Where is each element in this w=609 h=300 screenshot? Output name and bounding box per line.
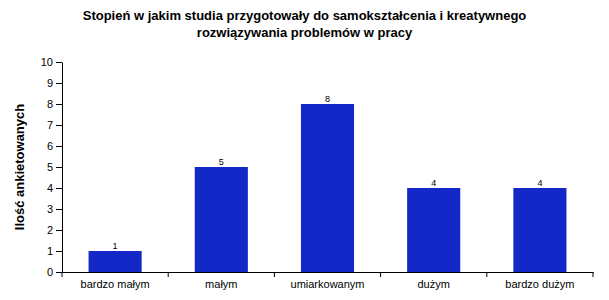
y-tick: 0	[47, 266, 62, 278]
y-tick: 9	[47, 77, 62, 89]
data-label: 4	[431, 178, 436, 188]
x-tick: bardzo dużym	[505, 272, 574, 290]
y-tick-label: 7	[47, 119, 53, 131]
category-separator	[168, 272, 169, 277]
y-tick-mark	[56, 62, 62, 63]
y-tick: 2	[47, 224, 62, 236]
y-tick: 10	[41, 56, 62, 68]
title-line: rozwiązywania problemów w pracy	[197, 25, 413, 40]
y-tick-label: 1	[47, 245, 53, 257]
y-axis-title: Ilość ankietowanych	[12, 104, 27, 230]
bar	[195, 167, 248, 272]
title: Stopień w jakim studia przygotowały do s…	[83, 8, 527, 40]
y-tick-mark	[56, 83, 62, 84]
y-tick-mark	[56, 125, 62, 126]
y-tick: 7	[47, 119, 62, 131]
x-tick: bardzo małym	[81, 272, 150, 290]
y-tick-mark	[56, 167, 62, 168]
x-tick-label: bardzo małym	[81, 278, 150, 290]
y-tick-label: 0	[47, 266, 53, 278]
category-separator	[486, 272, 487, 277]
y-tick-label: 10	[41, 56, 53, 68]
chart: Stopień w jakim studia przygotowały do s…	[0, 0, 609, 300]
y-tick-label: 2	[47, 224, 53, 236]
y-tick-mark	[56, 188, 62, 189]
bar	[301, 104, 354, 272]
y-tick: 3	[47, 203, 62, 215]
bar	[89, 251, 142, 272]
y-tick-mark	[56, 209, 62, 210]
title-line: Stopień w jakim studia przygotowały do s…	[83, 8, 527, 23]
y-tick-label: 5	[47, 161, 53, 173]
y-axis-line	[62, 63, 63, 273]
x-tick-label: bardzo dużym	[505, 278, 574, 290]
x-axis-line	[63, 272, 594, 273]
y-tick-label: 6	[47, 140, 53, 152]
y-tick: 4	[47, 182, 62, 194]
category-separator	[274, 272, 275, 277]
data-label: 5	[219, 157, 224, 167]
plot: 0 1 2 3 4 5 6 7 8 9 10 bardzo małym małym umiarkowany…	[41, 56, 594, 290]
category-separator	[593, 272, 594, 277]
x-tick-label: małym	[205, 278, 237, 290]
y-tick-label: 9	[47, 77, 53, 89]
y-tick-mark	[56, 272, 62, 273]
y-tick: 1	[47, 245, 62, 257]
y-axis: 0 1 2 3 4 5 6 7 8 9 10	[41, 56, 63, 278]
y-tick-label: 8	[47, 98, 53, 110]
data-labels: 1 5 8 4 4	[113, 94, 543, 251]
category-separator	[62, 272, 63, 277]
y-tick: 6	[47, 140, 62, 152]
y-tick-mark	[56, 146, 62, 147]
y-tick: 5	[47, 161, 62, 173]
category-separator	[380, 272, 381, 277]
y-tick-label: 4	[47, 182, 53, 194]
data-label: 1	[113, 241, 118, 251]
x-tick-label: dużym	[417, 278, 449, 290]
data-label: 8	[325, 94, 330, 104]
bars	[89, 104, 567, 272]
y-tick-label: 3	[47, 203, 53, 215]
x-tick-label: umiarkowanym	[291, 278, 365, 290]
y-tick: 8	[47, 98, 62, 110]
x-tick: małym	[205, 272, 237, 290]
y-tick-mark	[56, 251, 62, 252]
x-tick: umiarkowanym	[291, 272, 365, 290]
data-label: 4	[537, 178, 542, 188]
bar	[513, 188, 566, 272]
x-axis: bardzo małym małym umiarkowanym dużym bardzo…	[62, 272, 594, 290]
y-tick-mark	[56, 230, 62, 231]
x-tick: dużym	[417, 272, 449, 290]
y-tick-mark	[56, 104, 62, 105]
bar	[407, 188, 460, 272]
